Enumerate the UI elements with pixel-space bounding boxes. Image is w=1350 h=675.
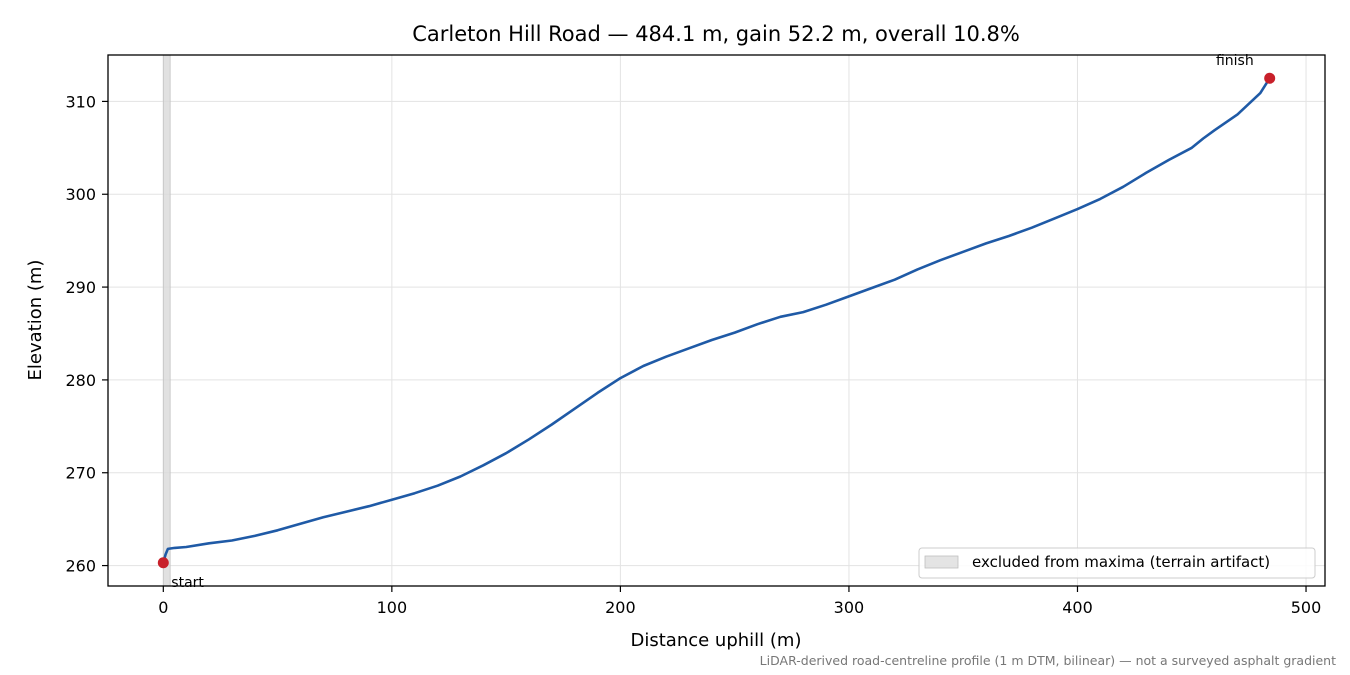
footnote: LiDAR-derived road-centreline profile (1… xyxy=(760,653,1336,668)
chart-title: Carleton Hill Road — 484.1 m, gain 52.2 … xyxy=(412,22,1020,46)
finish-label: finish xyxy=(1216,53,1254,69)
x-tick-label: 500 xyxy=(1291,598,1322,617)
markers-group: start finish xyxy=(157,53,1276,591)
series-group xyxy=(162,76,1271,565)
legend-swatch-excluded xyxy=(924,555,959,569)
y-tick-label: 300 xyxy=(65,185,96,204)
start-label: start xyxy=(171,575,204,591)
x-tick-label: 300 xyxy=(834,598,865,617)
x-axis-ticks: 0 100 200 300 400 500 xyxy=(158,586,1321,617)
y-axis-ticks: 260 270 280 290 300 310 xyxy=(65,92,108,576)
elevation-line xyxy=(162,76,1271,565)
plot-frame xyxy=(107,54,1326,587)
y-tick-label: 280 xyxy=(65,371,96,390)
start-marker xyxy=(157,557,169,569)
y-tick-label: 290 xyxy=(65,278,96,297)
x-tick-label: 200 xyxy=(605,598,636,617)
legend: excluded from maxima (terrain artifact) xyxy=(918,547,1316,579)
excluded-band-group xyxy=(162,54,171,587)
finish-marker xyxy=(1264,72,1276,84)
y-tick-label: 310 xyxy=(65,92,96,111)
legend-label-excluded: excluded from maxima (terrain artifact) xyxy=(972,553,1270,571)
y-axis-label: Elevation (m) xyxy=(25,260,46,381)
x-tick-label: 0 xyxy=(158,598,168,617)
x-tick-label: 100 xyxy=(377,598,408,617)
x-tick-label: 400 xyxy=(1062,598,1093,617)
x-axis-label: Distance uphill (m) xyxy=(631,630,802,651)
legend-box xyxy=(918,547,1316,579)
y-tick-label: 260 xyxy=(65,557,96,576)
excluded-band xyxy=(162,54,171,587)
y-tick-label: 270 xyxy=(65,464,96,483)
